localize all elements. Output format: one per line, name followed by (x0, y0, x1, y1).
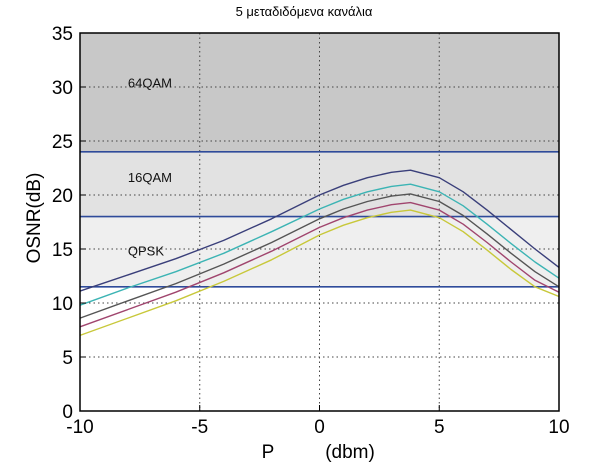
x-axis-unit: (dbm) (325, 442, 375, 463)
series-line-1 (79, 169, 560, 292)
y-tick-label: 5 (62, 348, 73, 369)
y-tick-label: 10 (52, 294, 73, 315)
axis-ticks: -10 -5 0 5 10 0 5 10 15 20 25 30 35 (52, 24, 570, 438)
series-line-4 (79, 201, 560, 328)
x-axis-label: P (262, 442, 275, 463)
y-axis-label: OSNR(dB) (24, 173, 45, 264)
series-line-3 (79, 193, 560, 319)
series-line-2 (79, 183, 560, 306)
y-tick-label: 0 (62, 402, 73, 423)
band-label-qpsk: QPSK (128, 244, 164, 259)
modulation-bands (80, 33, 559, 287)
band-boundaries (80, 151, 559, 288)
y-tick-label: 20 (52, 186, 73, 207)
y-tick-label: 15 (52, 240, 73, 261)
y-tick-label: 35 (52, 24, 73, 45)
x-tick-label: 5 (434, 417, 445, 438)
x-tick-label: -5 (191, 417, 208, 438)
chart-title: 5 μεταδιδόμενα κανάλια (236, 4, 373, 19)
band-16qam (80, 151, 559, 217)
x-tick-label: 0 (314, 417, 325, 438)
y-tick-label: 25 (52, 132, 73, 153)
band-label-16qam: 16QAM (128, 170, 172, 185)
band-label-64qam: 64QAM (128, 75, 172, 90)
series-lines (79, 169, 560, 337)
series-line-5 (79, 209, 560, 337)
band-labels: 64QAM 16QAM QPSK (128, 75, 172, 258)
y-tick-label: 30 (52, 78, 73, 99)
x-tick-label: -10 (66, 417, 93, 438)
x-tick-label: 10 (548, 417, 569, 438)
